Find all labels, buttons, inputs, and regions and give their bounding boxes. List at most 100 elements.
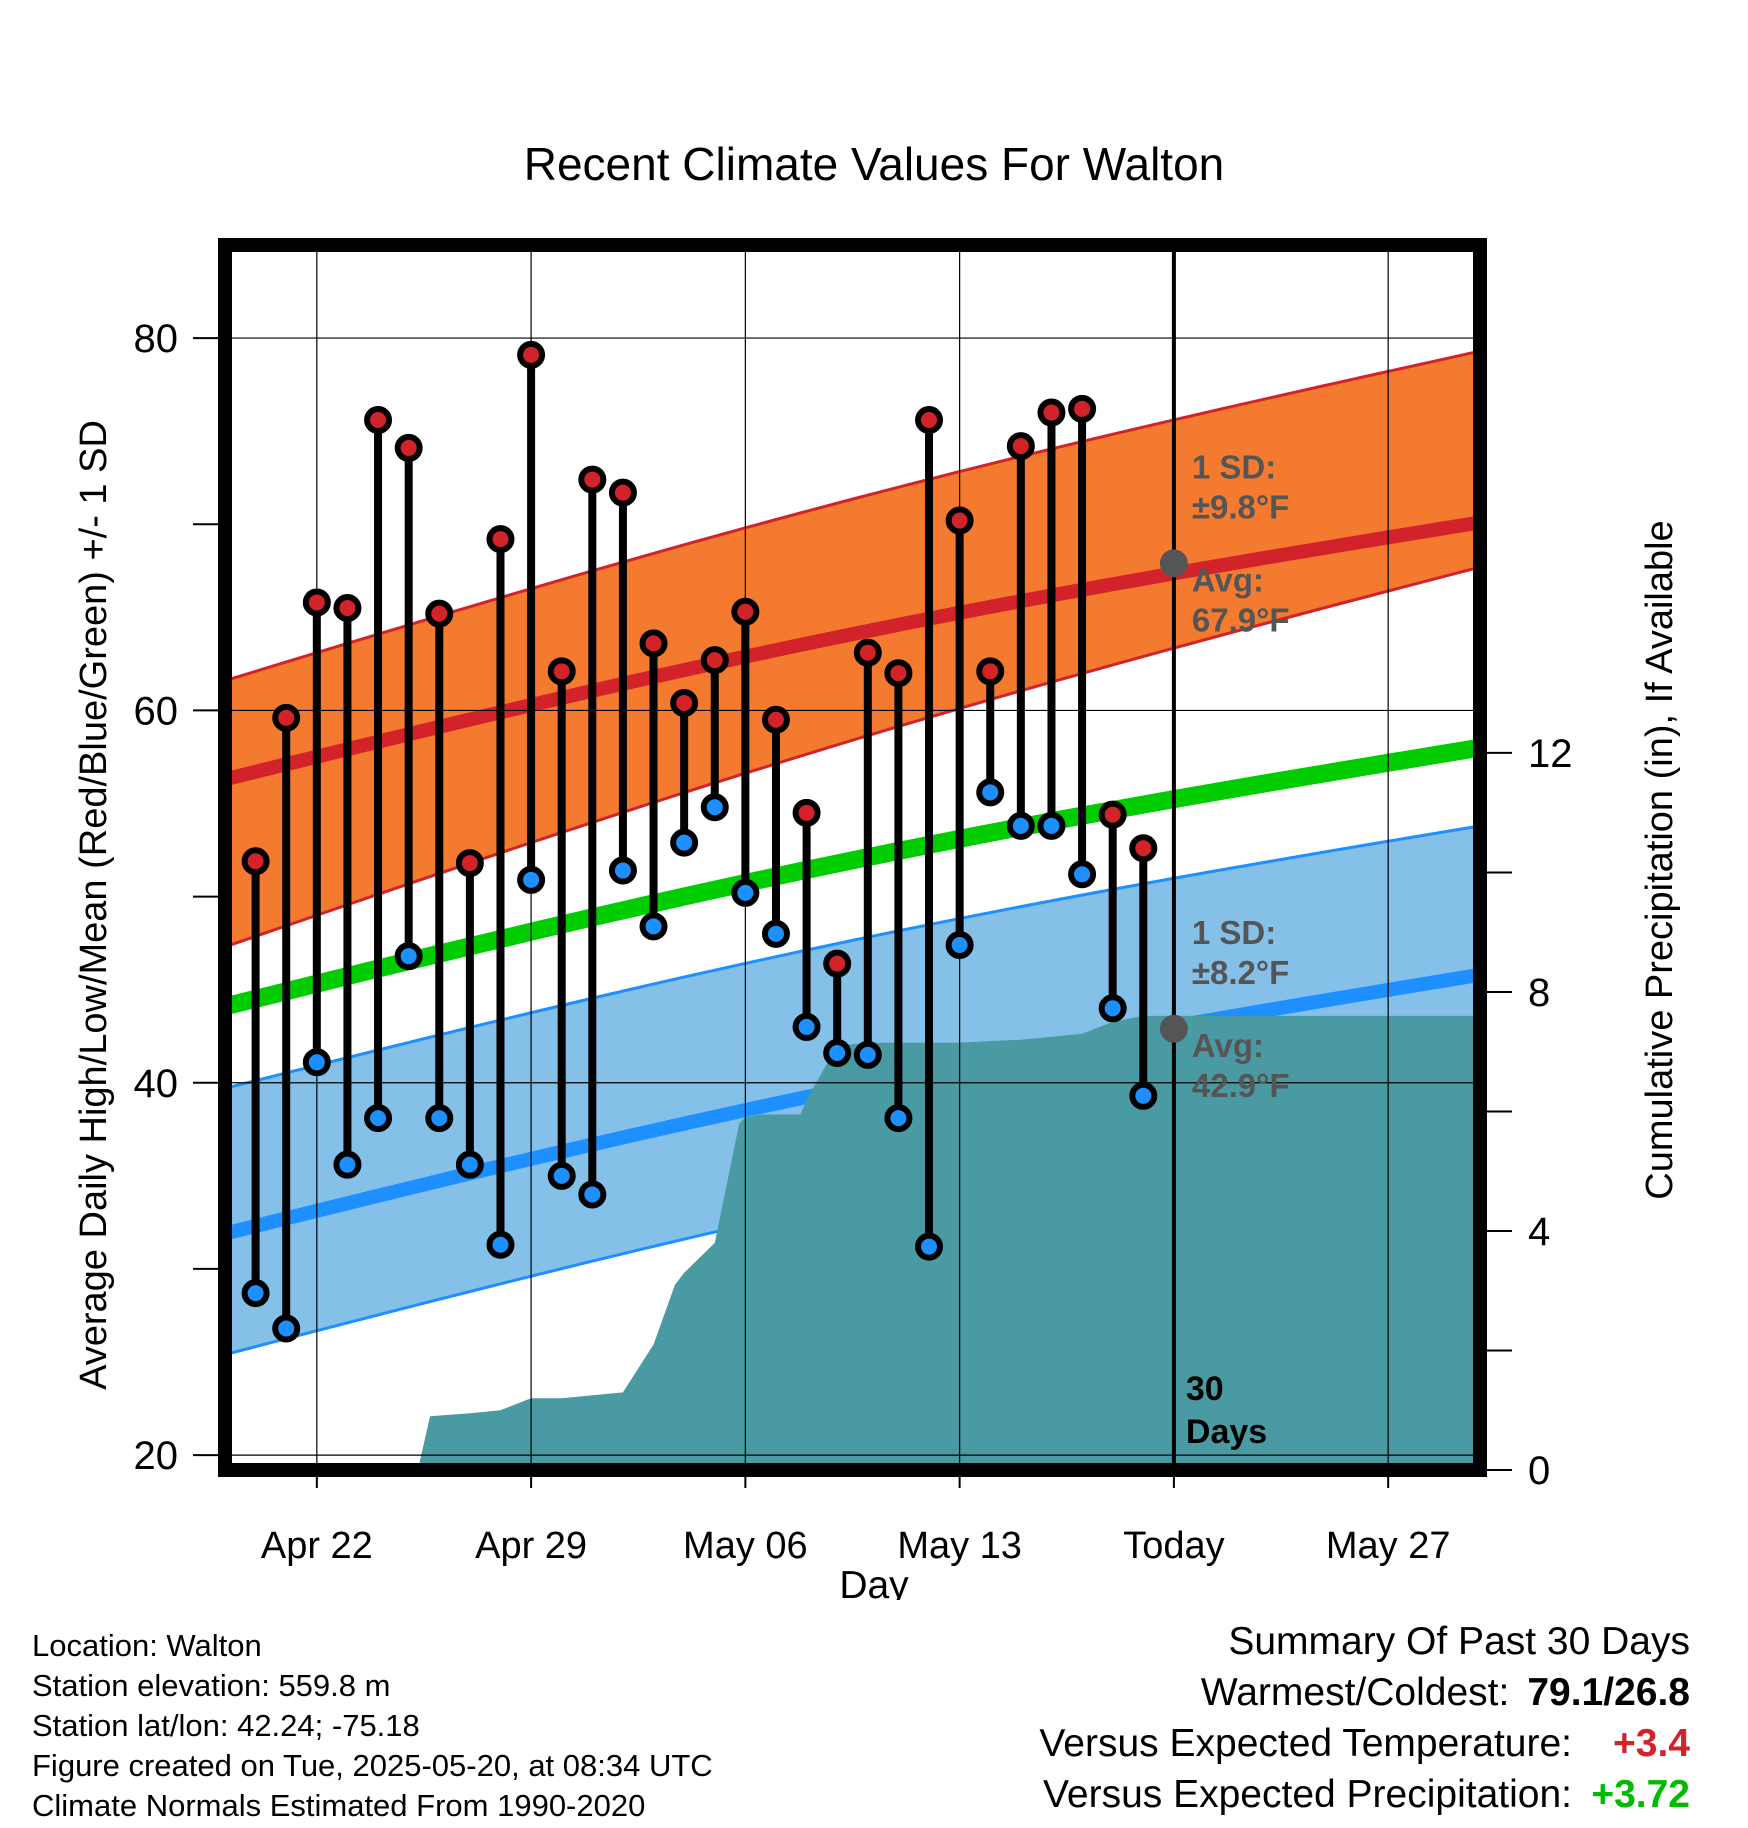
- summary-precip: Versus Expected Precipitation: +3.72: [1039, 1769, 1690, 1820]
- daily-low-point: [700, 793, 729, 822]
- high-avg-label: Avg:: [1192, 561, 1264, 598]
- daily-high-point: [1068, 394, 1097, 423]
- daily-low-point: [1068, 860, 1097, 889]
- daily-low-point: [302, 1048, 331, 1077]
- daily-high-point: [823, 949, 852, 978]
- warm-cold-value: 79.1/26.8: [1527, 1671, 1690, 1714]
- daily-low-point: [853, 1040, 882, 1069]
- summary-warm-cold: Warmest/Coldest: 79.1/26.8: [1039, 1667, 1690, 1718]
- daily-high-point: [853, 638, 882, 667]
- daily-high-point: [731, 597, 760, 626]
- high-sd-band-lower-edge: [225, 565, 1480, 949]
- high-sd-label: 1 SD:: [1192, 448, 1276, 485]
- y-tick-label: 60: [134, 689, 179, 733]
- x-tick-label: May 13: [897, 1525, 1022, 1567]
- daily-low-point: [945, 931, 974, 959]
- x-axis-label: Day: [839, 1564, 909, 1600]
- precip-label: Versus Expected Precipitation:: [1043, 1773, 1572, 1816]
- daily-high-point: [608, 478, 637, 507]
- low-sd-band-upper-edge: [225, 824, 1480, 1090]
- daily-low-point: [333, 1150, 362, 1179]
- daily-low-point: [241, 1279, 270, 1308]
- low-avg-label: Avg:: [1192, 1027, 1264, 1064]
- y-tick-label: 80: [134, 317, 179, 361]
- y-tick-label: 40: [134, 1062, 179, 1106]
- daily-high-point: [792, 798, 821, 827]
- y-tick-label: 20: [134, 1434, 179, 1478]
- daily-high-point: [915, 406, 944, 434]
- low-sd-label: 1 SD:: [1192, 914, 1276, 951]
- high-sd-value: ±9.8°F: [1192, 488, 1289, 525]
- daily-low-point: [823, 1038, 852, 1067]
- daily-high-point: [578, 465, 607, 494]
- daily-low-point: [425, 1104, 454, 1133]
- daily-high-point: [302, 588, 331, 617]
- daily-low-point: [1006, 811, 1035, 840]
- daily-high-point: [517, 340, 546, 369]
- daily-high-point: [761, 705, 790, 734]
- y2-tick-label: 0: [1528, 1449, 1550, 1493]
- daily-high-point: [884, 659, 913, 688]
- daily-low-point: [976, 778, 1005, 807]
- daily-low-point: [915, 1232, 944, 1261]
- daily-low-point: [608, 856, 637, 885]
- precip-area: [225, 1015, 1480, 1470]
- daily-low-point: [639, 912, 668, 941]
- daily-high-point: [425, 599, 454, 628]
- daily-low-point: [394, 942, 423, 971]
- daily-high-point: [1129, 834, 1158, 863]
- daily-high-point: [241, 847, 270, 876]
- daily-low-point: [1098, 994, 1127, 1023]
- y-axis-label: Average Daily High/Low/Mean (Red/Blue/Gr…: [73, 420, 115, 1390]
- avg-high-line: [225, 515, 1480, 787]
- daily-high-point: [547, 657, 576, 686]
- temp-anomaly-value: +3.4: [1613, 1722, 1690, 1765]
- window-label: Days: [1186, 1413, 1267, 1451]
- daily-high-point: [976, 657, 1005, 686]
- today-avg-low-marker: [1159, 1014, 1188, 1043]
- daily-high-point: [670, 688, 699, 717]
- daily-high-point: [333, 594, 362, 623]
- daily-high-point: [272, 703, 301, 732]
- daily-low-point: [761, 919, 790, 948]
- daily-low-point: [578, 1180, 607, 1209]
- daily-low-point: [1129, 1081, 1158, 1110]
- chart-title: Recent Climate Values For Walton: [524, 138, 1225, 190]
- daily-low-point: [670, 828, 699, 857]
- x-tick-label: Apr 29: [475, 1525, 587, 1567]
- daily-high-point: [364, 406, 393, 434]
- plot-frame: [218, 238, 1487, 1477]
- temp-label: Versus Expected Temperature:: [1039, 1722, 1572, 1765]
- daily-low-point: [486, 1230, 515, 1259]
- precip-anomaly-value: +3.72: [1591, 1773, 1690, 1816]
- y2-axis-label: Cumulative Precipitation (in), If Availa…: [1639, 520, 1681, 1199]
- daily-high-point: [394, 433, 423, 462]
- daily-high-point: [1006, 432, 1035, 461]
- summary-panel: Summary Of Past 30 Days Warmest/Coldest:…: [1039, 1616, 1690, 1820]
- daily-low-point: [547, 1161, 576, 1190]
- location-text: Location: Walton: [32, 1628, 262, 1663]
- high-avg-value: 67.9°F: [1192, 601, 1290, 638]
- daily-low-point: [731, 878, 760, 907]
- y2-tick-label: 8: [1528, 971, 1550, 1015]
- climate-chart: Recent Climate Values For Walton 1 SD:±9…: [73, 138, 1681, 1600]
- normals-text: Climate Normals Estimated From 1990-2020: [32, 1788, 646, 1823]
- low-avg-value: 42.9°F: [1192, 1067, 1290, 1104]
- elevation-text: Station elevation: 559.8 m: [32, 1668, 391, 1703]
- daily-low-point: [884, 1104, 913, 1133]
- daily-high-point: [486, 525, 515, 554]
- x-tick-label: May 27: [1326, 1525, 1451, 1567]
- window-label: 30: [1186, 1370, 1224, 1408]
- daily-high-point: [700, 646, 729, 675]
- daily-high-point: [1098, 800, 1127, 829]
- daily-low-point: [792, 1012, 821, 1041]
- x-tick-label: May 06: [683, 1525, 808, 1567]
- latlon-text: Station lat/lon: 42.24; -75.18: [32, 1708, 420, 1743]
- x-tick-label: Today: [1123, 1525, 1224, 1567]
- daily-low-point: [272, 1314, 301, 1343]
- daily-low-point: [1037, 811, 1066, 840]
- created-text: Figure created on Tue, 2025-05-20, at 08…: [32, 1748, 713, 1783]
- summary-title: Summary Of Past 30 Days: [1228, 1620, 1690, 1663]
